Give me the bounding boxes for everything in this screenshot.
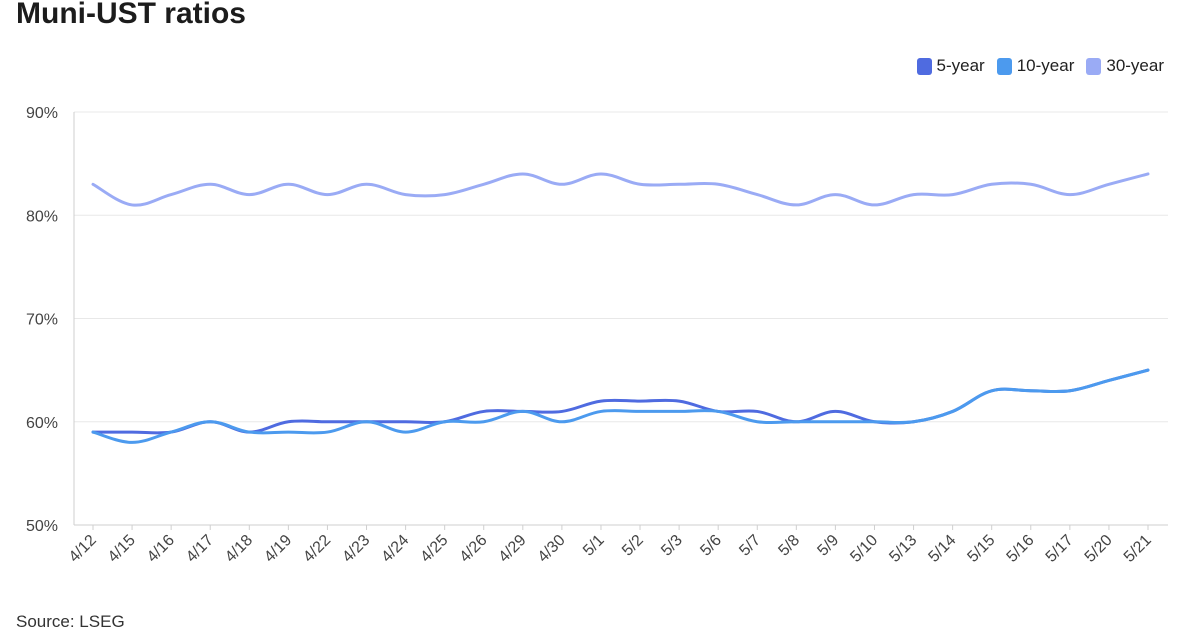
line-chart: 50%60%70%80%90%4/12 4/15 4/16 4/17 4/18 4/19 4… — [26, 105, 1168, 566]
x-tick-label: 5/3 — [658, 532, 686, 560]
legend-item-30-year[interactable]: 30-year — [1086, 56, 1164, 76]
x-tick-label: 4/24 — [378, 532, 412, 566]
legend-item-5-year[interactable]: 5-year — [916, 56, 985, 76]
chart-title: Muni-UST ratios — [16, 0, 246, 30]
series-line-10-year — [91, 368, 1150, 444]
y-tick-label: 80% — [26, 208, 58, 225]
legend-label-5-year: 5-year — [936, 56, 985, 75]
x-tick-label: 5/9 — [814, 532, 842, 560]
x-tick-label: 4/25 — [417, 532, 451, 566]
x-tick-label: 5/7 — [736, 532, 764, 560]
legend-label-30-year: 30-year — [1106, 56, 1164, 75]
legend-item-10-year[interactable]: 10-year — [996, 56, 1075, 76]
x-tick-label: 5/6 — [697, 532, 725, 560]
legend-swatch-30-year — [1086, 57, 1102, 75]
x-tick-label: 5/10 — [847, 532, 881, 566]
x-tick-label: 5/13 — [886, 532, 920, 566]
x-tick-label: 5/16 — [1004, 532, 1038, 566]
legend-label-10-year: 10-year — [1016, 56, 1075, 75]
y-tick-label: 50% — [26, 518, 58, 535]
legend-swatch-5-year — [916, 57, 932, 75]
x-tick-label: 4/16 — [144, 532, 178, 566]
x-tick-label: 5/1 — [580, 532, 608, 560]
y-tick-label: 70% — [26, 312, 58, 329]
x-tick-label: 4/12 — [66, 532, 100, 566]
x-tick-label: 5/15 — [964, 532, 998, 566]
x-tick-label: 4/26 — [457, 532, 491, 566]
x-tick-label: 5/14 — [925, 532, 959, 566]
series-line-30-year — [91, 172, 1150, 207]
y-tick-label: 60% — [26, 415, 58, 432]
x-tick-label: 4/29 — [496, 532, 530, 566]
x-tick-label: 5/2 — [619, 532, 647, 560]
chart-legend: 5-year 10-year 30-year — [916, 56, 1164, 76]
x-tick-label: 4/19 — [261, 532, 295, 566]
x-tick-label: 4/30 — [535, 532, 569, 566]
x-tick-label: 5/20 — [1082, 532, 1116, 566]
y-tick-label: 90% — [26, 105, 58, 122]
source-note: Source: LSEG — [16, 612, 125, 631]
x-tick-label: 4/18 — [222, 532, 256, 566]
x-tick-label: 4/23 — [339, 532, 373, 566]
x-tick-label: 5/21 — [1121, 532, 1155, 566]
series-line-5-year — [91, 368, 1150, 435]
x-tick-label: 4/17 — [183, 532, 217, 566]
legend-swatch-10-year — [996, 57, 1012, 75]
x-tick-label: 4/22 — [300, 532, 334, 566]
x-tick-label: 5/17 — [1043, 532, 1077, 566]
x-tick-label: 5/8 — [775, 532, 803, 560]
x-tick-label: 4/15 — [105, 532, 139, 566]
